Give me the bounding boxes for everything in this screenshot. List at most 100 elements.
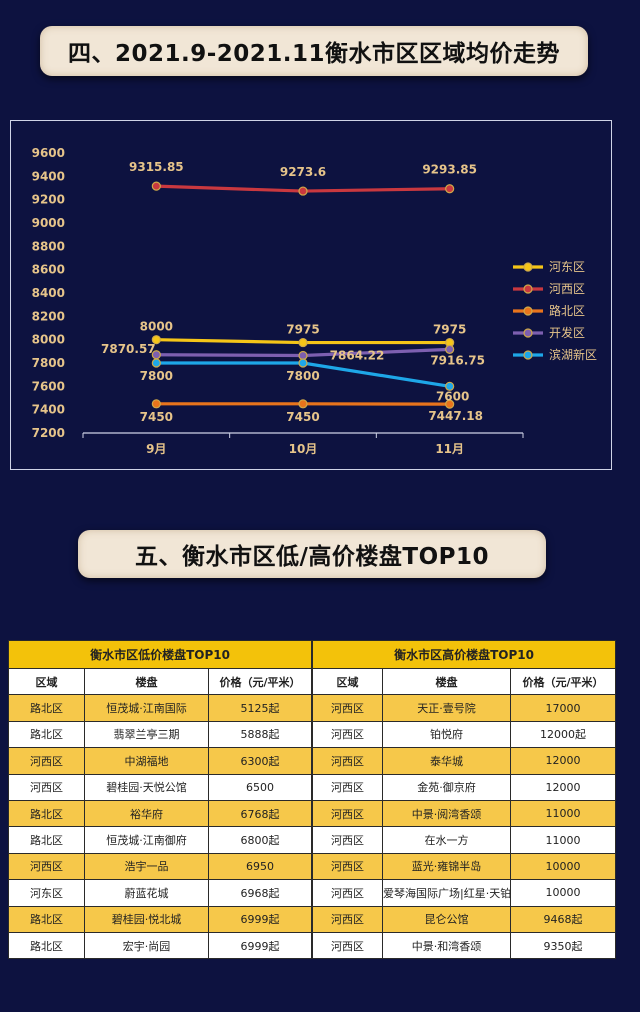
y-tick-label: 8400	[32, 286, 65, 300]
table-row: 路北区 恒茂城·江南御府 6800起	[8, 826, 313, 854]
table-row: 河西区 天正·壹号院 17000	[312, 694, 617, 722]
table-row: 河西区 碧桂园·天悦公馆 6500	[8, 773, 313, 801]
cell-price: 9350起	[510, 931, 617, 960]
table-row: 河西区 爱琴海国际广场|红星·天铂 10000	[312, 879, 617, 907]
data-label: 7450	[140, 410, 173, 424]
table-row: 河西区 中景·阅湾香颂 11000	[312, 799, 617, 828]
col-header-price: 价格（元/平米）	[207, 667, 313, 696]
cell-district: 河西区	[8, 773, 85, 801]
cell-project: 铂悦府	[382, 720, 512, 749]
cell-price: 17000	[510, 694, 617, 722]
data-point	[298, 337, 308, 348]
data-point	[445, 184, 455, 194]
legend-swatch-marker	[523, 284, 533, 294]
data-label: 7800	[140, 369, 173, 383]
cell-project: 宏宇·尚园	[84, 931, 209, 960]
cell-district: 河西区	[312, 826, 384, 854]
legend-label: 开发区	[549, 325, 585, 340]
x-tick-label: 9月	[146, 442, 166, 456]
cell-price: 12000	[510, 773, 617, 801]
legend-label: 河西区	[549, 282, 585, 296]
data-label: 9273.6	[280, 165, 326, 179]
cell-price: 10000	[510, 852, 617, 881]
cell-district: 路北区	[8, 799, 85, 828]
cell-project: 恒茂城·江南御府	[84, 826, 209, 854]
cell-district: 河西区	[312, 852, 384, 881]
cell-price: 6500	[207, 773, 313, 801]
data-point	[298, 350, 308, 361]
table-row: 路北区 碧桂园·悦北城 6999起	[8, 905, 313, 933]
data-point	[298, 358, 308, 368]
data-point	[445, 344, 455, 354]
cell-price: 5888起	[207, 720, 313, 749]
cell-price: 6968起	[207, 879, 313, 907]
col-header-price: 价格（元/平米）	[510, 667, 617, 696]
y-tick-label: 9000	[32, 216, 65, 230]
cell-project: 翡翠兰亭三期	[84, 720, 209, 749]
cell-price: 6800起	[207, 826, 313, 854]
data-point	[298, 399, 308, 409]
table-row: 河西区 蓝光·雍锦半岛 10000	[312, 852, 617, 881]
legend-swatch-marker	[523, 262, 533, 272]
data-point	[151, 399, 161, 409]
y-tick-label: 7800	[32, 356, 65, 370]
table-row: 路北区 恒茂城·江南国际 5125起	[8, 694, 313, 722]
data-label: 7450	[286, 410, 319, 424]
cell-project: 蓝光·雍锦半岛	[382, 852, 512, 881]
cell-project: 裕华府	[84, 799, 209, 828]
cell-project: 金苑·御京府	[382, 773, 512, 801]
data-point	[298, 186, 308, 196]
legend-swatch-marker	[523, 306, 533, 316]
cell-project: 中景·和湾香颂	[382, 931, 512, 960]
cell-price: 5125起	[207, 694, 313, 722]
table-row: 路北区 翡翠兰亭三期 5888起	[8, 720, 313, 749]
cell-district: 路北区	[8, 931, 85, 960]
table-row: 路北区 宏宇·尚园 6999起	[8, 931, 313, 960]
data-label: 8000	[140, 320, 173, 334]
data-point	[151, 358, 161, 368]
cell-price: 12000起	[510, 720, 617, 749]
section-4-title: 四、2021.9-2021.11衡水市区区域均价走势	[40, 26, 588, 76]
cell-project: 中湖福地	[84, 747, 209, 775]
table-row: 河西区 泰华城 12000	[312, 747, 617, 775]
col-header-project: 楼盘	[84, 667, 209, 696]
col-header-district: 区域	[312, 667, 384, 696]
cell-project: 恒茂城·江南国际	[84, 694, 209, 722]
cell-price: 9468起	[510, 905, 617, 933]
cell-project: 中景·阅湾香颂	[382, 799, 512, 828]
data-label: 7975	[433, 323, 466, 337]
cell-project: 碧桂园·悦北城	[84, 905, 209, 933]
table-row: 路北区 裕华府 6768起	[8, 799, 313, 828]
data-point	[151, 181, 161, 191]
cell-project: 蔚蓝花城	[84, 879, 209, 907]
cell-project: 昆仑公馆	[382, 905, 512, 933]
cell-price: 6999起	[207, 931, 313, 960]
cell-project: 在水一方	[382, 826, 512, 854]
cell-project: 爱琴海国际广场|红星·天铂	[382, 879, 512, 907]
cell-district: 河西区	[312, 879, 384, 907]
data-label: 7447.18	[428, 409, 483, 423]
cell-project: 碧桂园·天悦公馆	[84, 773, 209, 801]
legend-swatch-marker	[523, 350, 533, 360]
high-price-table: 衡水市区高价楼盘TOP10 区域 楼盘 价格（元/平米） 河西区 天正·壹号院 17…	[312, 640, 617, 960]
cell-district: 路北区	[8, 720, 85, 749]
cell-project: 泰华城	[382, 747, 512, 775]
table-row: 河西区 在水一方 11000	[312, 826, 617, 854]
cell-district: 路北区	[8, 694, 85, 722]
cell-district: 路北区	[8, 905, 85, 933]
price-trend-chart-frame: 7200 7400 7600 7800 8000 8200 8400 8600 8800 9000…	[10, 120, 612, 470]
low-price-table: 衡水市区低价楼盘TOP10 区域 楼盘 价格（元/平米） 路北区 恒茂城·江南国际…	[7, 640, 313, 960]
section-5-title: 五、衡水市区低/高价楼盘TOP10	[78, 530, 546, 578]
cell-price: 6300起	[207, 747, 313, 775]
cell-price: 6950	[207, 852, 313, 881]
cell-district: 河西区	[312, 694, 384, 722]
y-tick-label: 7600	[32, 379, 65, 393]
legend-label: 滨湖新区	[549, 347, 597, 362]
cell-district: 河西区	[312, 773, 384, 801]
col-header-project: 楼盘	[382, 667, 512, 696]
data-label: 7800	[286, 369, 319, 383]
y-tick-label: 9600	[32, 146, 65, 160]
cell-price: 10000	[510, 879, 617, 907]
cell-price: 6999起	[207, 905, 313, 933]
cell-district: 河西区	[8, 747, 85, 775]
